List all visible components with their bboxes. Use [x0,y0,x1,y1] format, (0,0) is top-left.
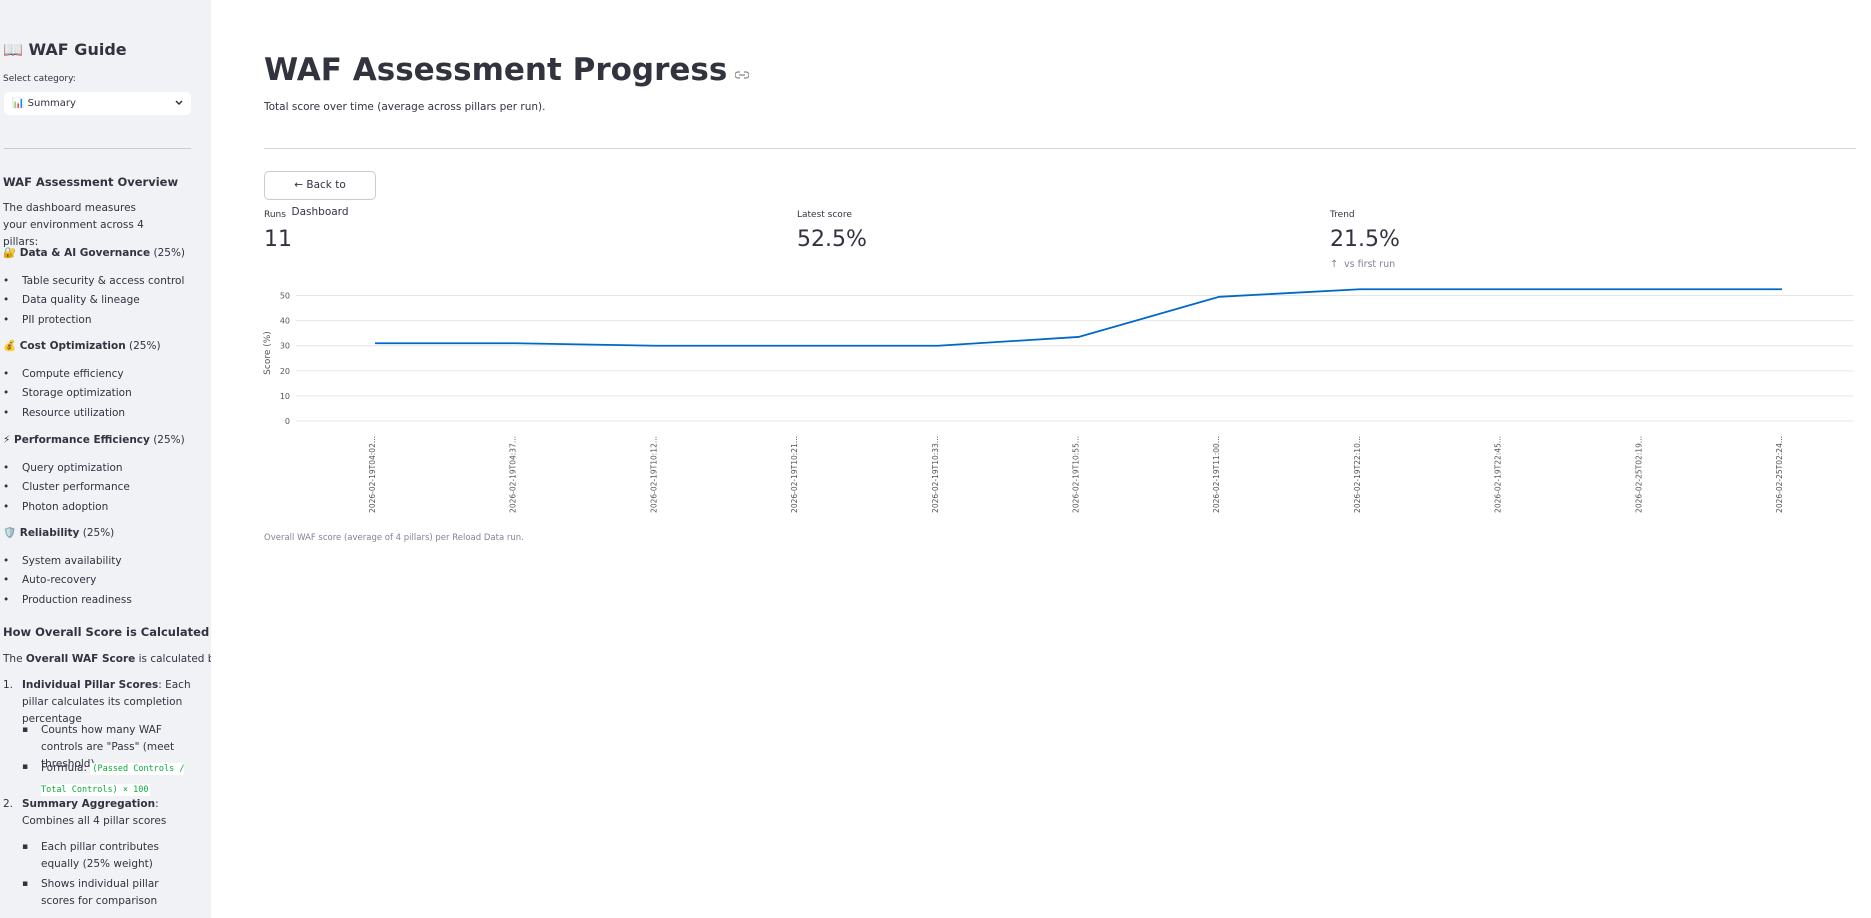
metric-delta: vs first run [1344,259,1396,270]
pillar-heading: 🛡️ Reliability (25%) [3,525,114,542]
step-text: Individual Pillar Scores: Each pillar ca… [22,677,192,728]
text: : Each pillar calculates its completion … [22,679,191,725]
y-tick-label: 30 [280,342,290,351]
x-tick-label: 2026-02-19T10:21... [790,436,799,513]
x-tick-label: 2026-02-19T10:55... [1072,436,1081,513]
bold-text: 🔐 Data & AI Governance [3,247,151,259]
x-tick-label: 2026-02-19T04:37... [509,436,518,513]
metric-value: 21.5% [1330,227,1400,252]
pillar-item: Table security & access control [3,273,184,290]
metric-label: Trend [1330,210,1355,220]
select-value: 📊 Summary [12,98,76,109]
y-tick-label: 10 [280,392,290,401]
x-tick-label: 2026-02-19T04:02... [368,436,377,513]
metric-label: Latest score [797,210,852,220]
pillar-item: Auto-recovery [3,572,96,589]
text: : Combines all 4 pillar scores [22,798,167,827]
pillar-weight: (25%) [79,527,115,539]
category-select[interactable]: 📊 Summary [4,92,191,115]
x-tick-label: 2026-02-25T02:24... [1775,436,1784,513]
page-title: WAF Assessment Progress [264,50,750,90]
delta-arrow: ↑ [1330,259,1339,270]
y-tick-label: 40 [280,317,290,326]
pillar-item: Compute efficiency [3,366,124,383]
metric-value: 11 [264,227,292,252]
text: is calculated by: [138,653,211,665]
divider [264,148,1856,149]
back-button[interactable]: ← Back to Dashboard [264,171,376,218]
pillar-item: PII protection [3,312,91,329]
pillar-item: Cluster performance [3,479,130,496]
pillar-item: Query optimization [3,460,122,477]
y-axis-label: Score (%) [263,331,273,375]
divider [4,148,191,149]
sidebar: 📖 WAF Guide Select category: 📊 Summary W… [0,0,211,918]
overview-heading: WAF Assessment Overview [3,175,179,189]
line [375,288,1782,347]
y-tick-label: 0 [285,417,290,426]
bold-text: ⚡ Performance Efficiency [3,434,150,446]
overview-text: The dashboard measures your environment … [3,202,144,248]
text: Each pillar contributes equally (25% wei… [41,841,159,870]
pillar-weight: (25%) [125,340,161,352]
bold-text: Individual Pillar Scores [22,679,159,691]
bold-text: Overall WAF Score [25,653,136,665]
calc-heading: How Overall Score is Calculated [3,625,210,639]
x-tick-label: 2026-02-19T22:10... [1353,436,1362,513]
y-tick-label: 50 [280,292,290,301]
y-tick-label: 20 [280,367,290,376]
pillar-heading: ⚡ Performance Efficiency (25%) [3,432,185,449]
caption: Overall WAF score (average of 4 pillars)… [264,533,524,543]
main: WAF Assessment Progress Total score over… [211,0,1871,918]
bold-text: Summary Aggregation [22,798,156,810]
step-number: 1. [3,679,14,691]
pillar-weight: (25%) [150,247,186,259]
subtitle: Total score over time (average across pi… [264,101,546,113]
metric-label: Runs [264,210,286,220]
bold-text: 🛡️ Reliability [3,527,80,539]
link-icon[interactable] [734,70,750,80]
pillar-heading: 💰 Cost Optimization (25%) [3,338,161,355]
sidebar-title: 📖 WAF Guide [3,40,127,59]
step-sub: Formula: (Passed Controls / Total Contro… [22,759,191,801]
x-tick-label: 2026-02-19T11:00... [1212,436,1221,513]
text: Shows individual pillar scores for compa… [41,878,159,907]
pillar-item: Data quality & lineage [3,292,140,309]
metric-value: 52.5% [797,227,867,252]
select-label: Select category: [3,74,76,84]
text: The [3,653,26,665]
title-text: WAF Assessment Progress [264,52,728,88]
chevron [175,100,183,106]
x-tick-label: 2026-02-19T10:12... [649,436,658,513]
step-number: 2. [3,798,14,810]
bold-text: 💰 Cost Optimization [3,340,126,352]
pillar-item: Storage optimization [3,385,132,402]
step-text: Summary Aggregation: Combines all 4 pill… [22,796,192,830]
pillar-item: Photon adoption [3,499,108,516]
text: Formula: [41,762,91,774]
x-tick-label: 2026-02-25T02:19... [1634,436,1643,513]
x-tick-label: 2026-02-19T22:45... [1494,436,1503,513]
calc-intro: The Overall WAF Score is calculated by: [3,651,211,668]
pillar-item: System availability [3,553,122,570]
pillar-weight: (25%) [149,434,185,446]
step-sub: Each pillar contributes equally (25% wei… [22,839,191,873]
step-sub: Shows individual pillar scores for compa… [22,876,191,910]
pillar-heading: 🔐 Data & AI Governance (25%) [3,245,185,262]
x-tick-label: 2026-02-19T10:33... [931,436,940,513]
pillar-item: Resource utilization [3,405,125,422]
pillar-item: Production readiness [3,592,132,609]
